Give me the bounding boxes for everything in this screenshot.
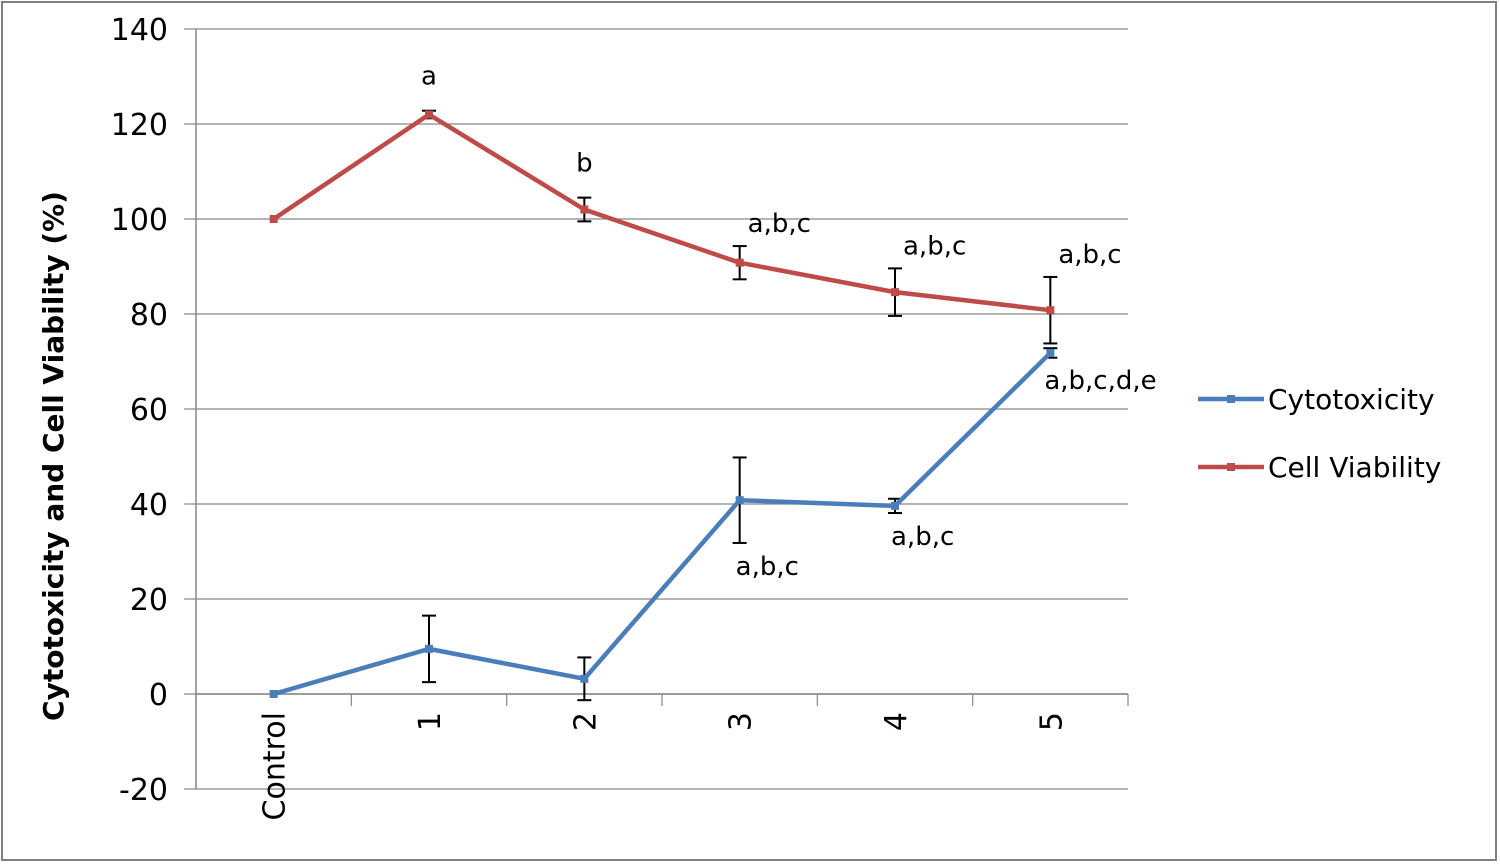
y-tick-label: 80 xyxy=(130,298,168,333)
annotation-label: b xyxy=(576,149,593,179)
data-point xyxy=(269,215,278,223)
x-tick-label: 5 xyxy=(1034,712,1069,731)
legend: Cytotoxicity Cell Viability xyxy=(1198,383,1441,484)
significance-annotations: a,b,c a,b,c a,b,c,d,e a b a,b,c a,b,c a,b,c xyxy=(421,62,1157,582)
data-point xyxy=(1046,348,1055,357)
data-series xyxy=(269,109,1058,702)
data-point xyxy=(580,205,589,214)
x-tick-label: 2 xyxy=(568,712,603,731)
y-tick-labels: -20 0 20 40 60 80 100 120 140 xyxy=(111,13,168,808)
data-point xyxy=(269,690,278,698)
y-tick-label: 140 xyxy=(111,13,168,48)
y-tick-label: 60 xyxy=(130,393,168,428)
data-point xyxy=(891,288,899,297)
annotation-label: a,b,c xyxy=(1058,240,1121,270)
axes xyxy=(184,28,1129,790)
data-point xyxy=(425,644,433,653)
y-tick-label: 120 xyxy=(111,108,168,143)
y-tick-label: -20 xyxy=(119,773,168,808)
annotation-label: a,b,c,d,e xyxy=(1044,366,1156,396)
annotation-label: a,b,c xyxy=(736,552,799,582)
data-point xyxy=(735,258,744,267)
legend-label: Cytotoxicity xyxy=(1268,383,1435,416)
x-tick-label: 4 xyxy=(879,712,914,731)
legend-marker xyxy=(1227,463,1235,471)
y-tick-label: 100 xyxy=(111,203,168,238)
data-point xyxy=(735,496,744,505)
x-tick-label: 3 xyxy=(724,712,759,731)
annotation-label: a xyxy=(421,62,437,92)
data-point xyxy=(425,110,433,119)
series-line-cell-viability xyxy=(272,112,1051,313)
data-point xyxy=(580,674,589,683)
x-tick-label: 1 xyxy=(413,712,448,731)
x-tick-labels: Control 1 2 3 4 5 xyxy=(258,712,1070,820)
legend-marker xyxy=(1227,395,1235,403)
legend-label: Cell Viability xyxy=(1268,451,1441,484)
y-tick-label: 20 xyxy=(130,583,168,618)
data-point xyxy=(891,501,899,510)
series-line-cytotoxicity xyxy=(273,351,1052,697)
x-tick-label: Control xyxy=(258,712,293,820)
y-tick-label: 0 xyxy=(149,678,168,713)
annotation-label: a,b,c xyxy=(748,209,811,239)
data-point xyxy=(1046,306,1055,315)
y-axis-label: Cytotoxicity and Cell Viability (%) xyxy=(37,191,70,721)
annotation-label: a,b,c xyxy=(891,522,954,552)
annotation-label: a,b,c xyxy=(903,231,966,261)
y-tick-label: 40 xyxy=(130,488,168,523)
